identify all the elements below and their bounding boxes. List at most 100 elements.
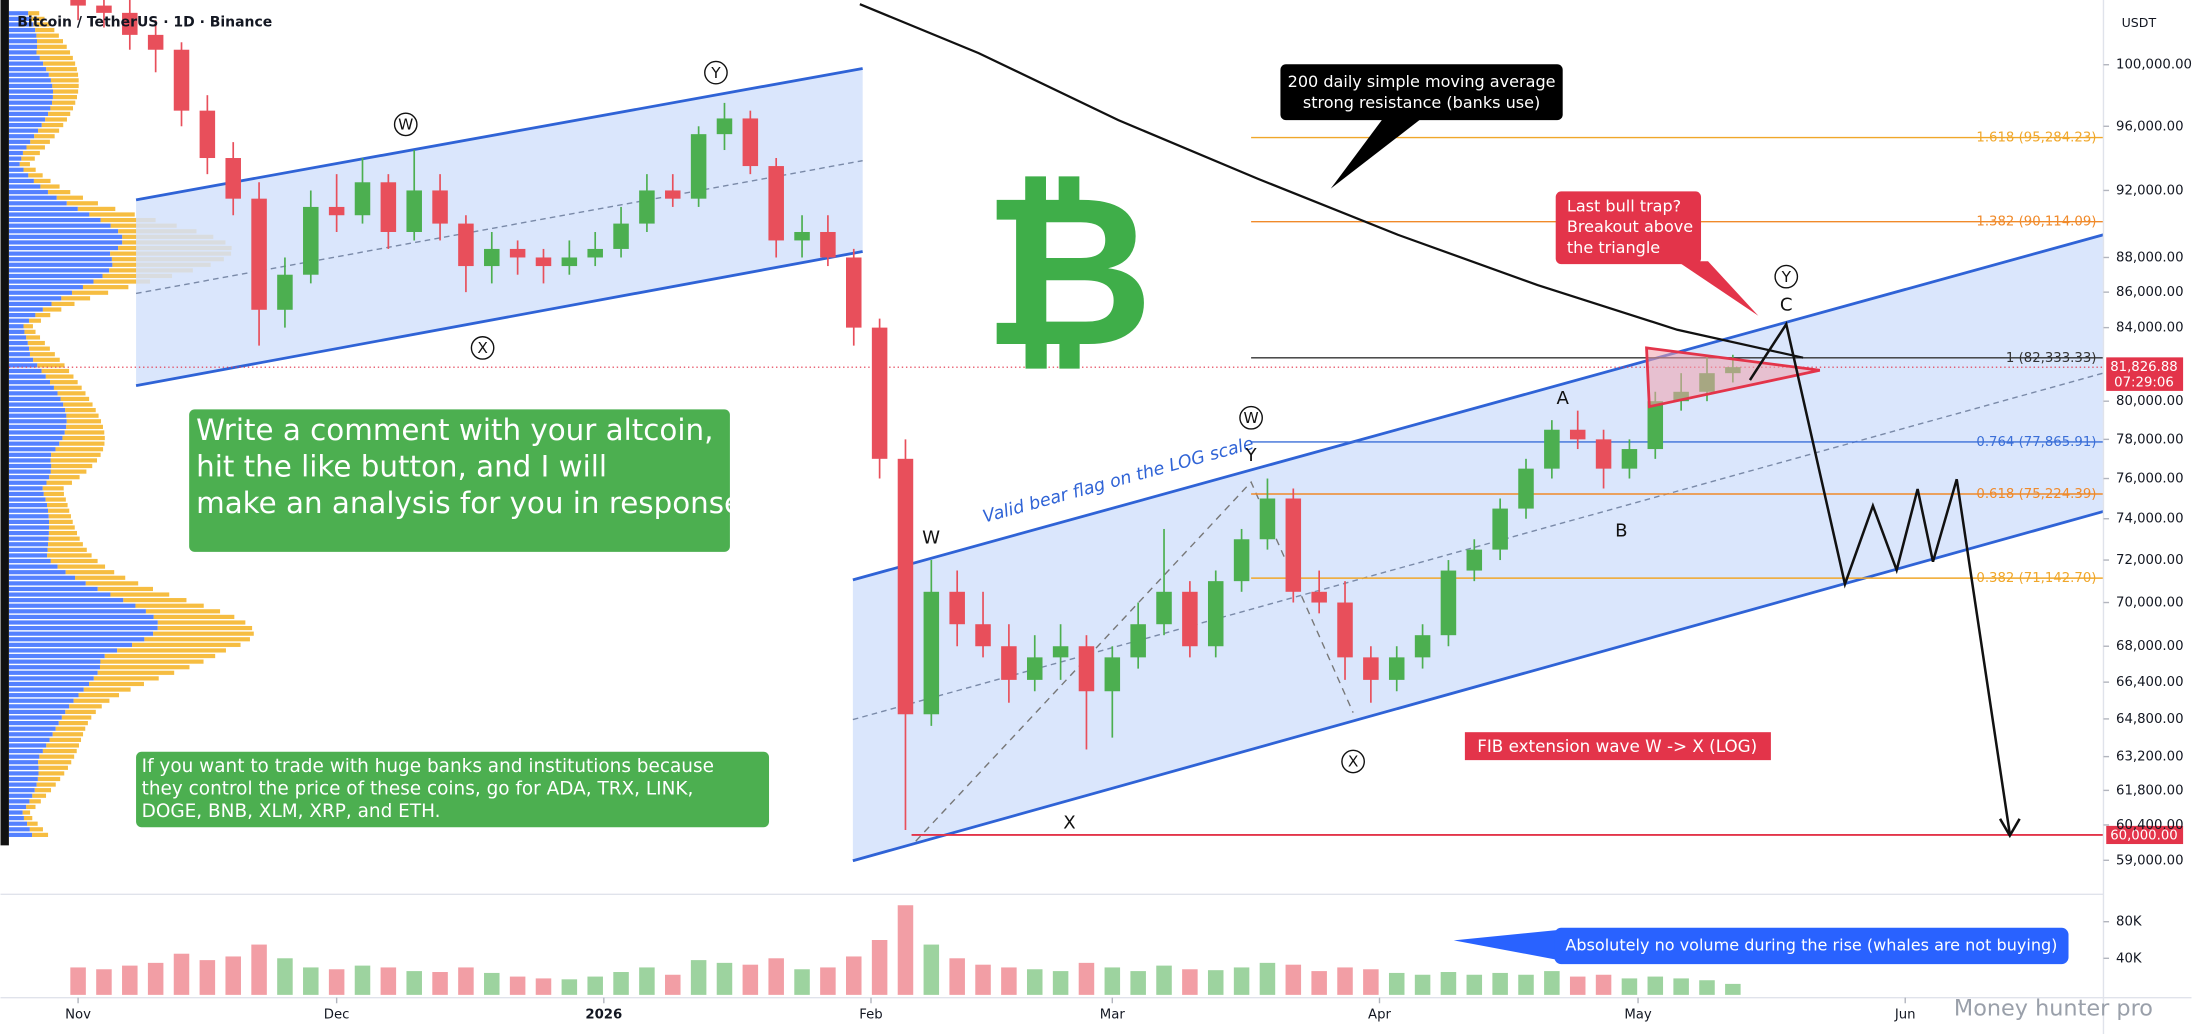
volume-bar (1259, 962, 1276, 995)
profile-bar (8, 547, 48, 552)
ma-note-text: strong resistance (banks use) (1303, 93, 1540, 112)
fib-label: 1.382 (90,114.09) (1976, 215, 2096, 230)
profile-bar (36, 782, 56, 787)
candle-body (613, 223, 629, 249)
profile-bar (8, 497, 46, 502)
profile-bar (8, 229, 119, 234)
profile-bar (8, 318, 29, 323)
y-tick-label: 80,000.00 (2116, 394, 2184, 409)
x-tick-label: Apr (1368, 1007, 1391, 1022)
profile-bar (48, 530, 78, 536)
candle-body (1259, 498, 1276, 540)
profile-bar (57, 391, 86, 396)
profile-bar (66, 413, 99, 418)
candle-body (975, 624, 991, 647)
profile-bar (50, 380, 78, 385)
profile-bar (8, 95, 53, 100)
profile-bar (8, 693, 79, 698)
profile-bar (48, 508, 70, 513)
volume-bar (1595, 974, 1612, 995)
wave-label: Y (1245, 445, 1258, 466)
profile-bar (8, 542, 49, 547)
profile-bar (8, 603, 136, 608)
volume-bar (923, 944, 940, 995)
y-tick-label: 70,000.00 (2116, 596, 2184, 611)
profile-bar (45, 497, 66, 502)
profile-bar (48, 72, 79, 77)
x-tick-label: Dec (324, 1007, 350, 1022)
candle-body (1518, 468, 1534, 509)
wave-label: W (398, 116, 413, 134)
profile-bar (8, 575, 76, 580)
x-tick-label: 2026 (585, 1007, 622, 1022)
profile-bar (8, 67, 47, 72)
candle-body (1466, 549, 1483, 571)
profile-bar (41, 122, 64, 128)
volume-bar (1414, 974, 1431, 995)
profile-bar (63, 402, 93, 407)
profile-bar (47, 553, 92, 558)
profile-bar (8, 508, 49, 513)
channel-line (852, 233, 2104, 582)
profile-bar (8, 748, 43, 754)
profile-bar (145, 609, 221, 614)
profile-bar (38, 760, 72, 765)
profile-bar (26, 335, 41, 340)
profile-bar (8, 598, 124, 603)
candle-body (1078, 646, 1095, 692)
profile-bar (55, 447, 104, 452)
volume-bar (70, 967, 86, 995)
profile-bar (8, 279, 94, 284)
profile-bar (73, 698, 110, 703)
profile-bar (8, 217, 101, 223)
profile-bar (65, 709, 96, 715)
profile-bar (38, 771, 65, 776)
profile-bar (8, 486, 43, 491)
profile-bar (8, 61, 44, 66)
channel-line (135, 67, 863, 202)
volume-bar (1052, 971, 1069, 995)
volume-bar (277, 958, 293, 995)
profile-bar (48, 542, 83, 547)
profile-bar (64, 430, 105, 435)
profile-bar (8, 357, 34, 362)
profile-bar (38, 128, 60, 133)
profile-bar (8, 788, 35, 793)
profile-bar (22, 810, 31, 815)
volume-bar (742, 964, 759, 995)
profile-bar (8, 564, 58, 569)
profile-bar (48, 111, 71, 116)
profile-bar (8, 396, 61, 402)
profile-bar (8, 570, 66, 575)
wave-label: Y (710, 64, 721, 82)
profile-bar (8, 268, 110, 273)
volume-bar (432, 972, 448, 995)
profile-bar (59, 441, 105, 446)
profile-bar (8, 89, 54, 94)
profile-bar (8, 586, 98, 592)
profile-bar (22, 150, 40, 156)
profile-bar (39, 55, 73, 61)
volume-bar (587, 976, 603, 995)
y-tick-label: 60,400.00 (2116, 818, 2184, 833)
profile-bar (29, 352, 55, 357)
profile-bar (8, 307, 43, 312)
candle-body (897, 458, 914, 715)
profile-bar (43, 61, 76, 66)
profile-bar (65, 570, 115, 575)
volume-bar (1518, 974, 1534, 995)
projection (1748, 320, 2012, 835)
profile-bar (75, 575, 126, 580)
fib-extension-text: FIB extension wave W -> X (LOG) (1477, 736, 1757, 756)
volume-bar (199, 960, 216, 995)
profile-bar (8, 592, 111, 597)
chart-title: Bitcoin / TetherUS · 1D · Binance (17, 14, 272, 30)
volume-bar (690, 960, 707, 995)
profile-bar (8, 391, 58, 396)
profile-bar (8, 804, 27, 810)
profile-bar (135, 603, 204, 608)
profile-bar (8, 16, 32, 21)
profile-bar (8, 793, 33, 798)
candle-body (509, 248, 526, 258)
candle-body (328, 206, 345, 216)
